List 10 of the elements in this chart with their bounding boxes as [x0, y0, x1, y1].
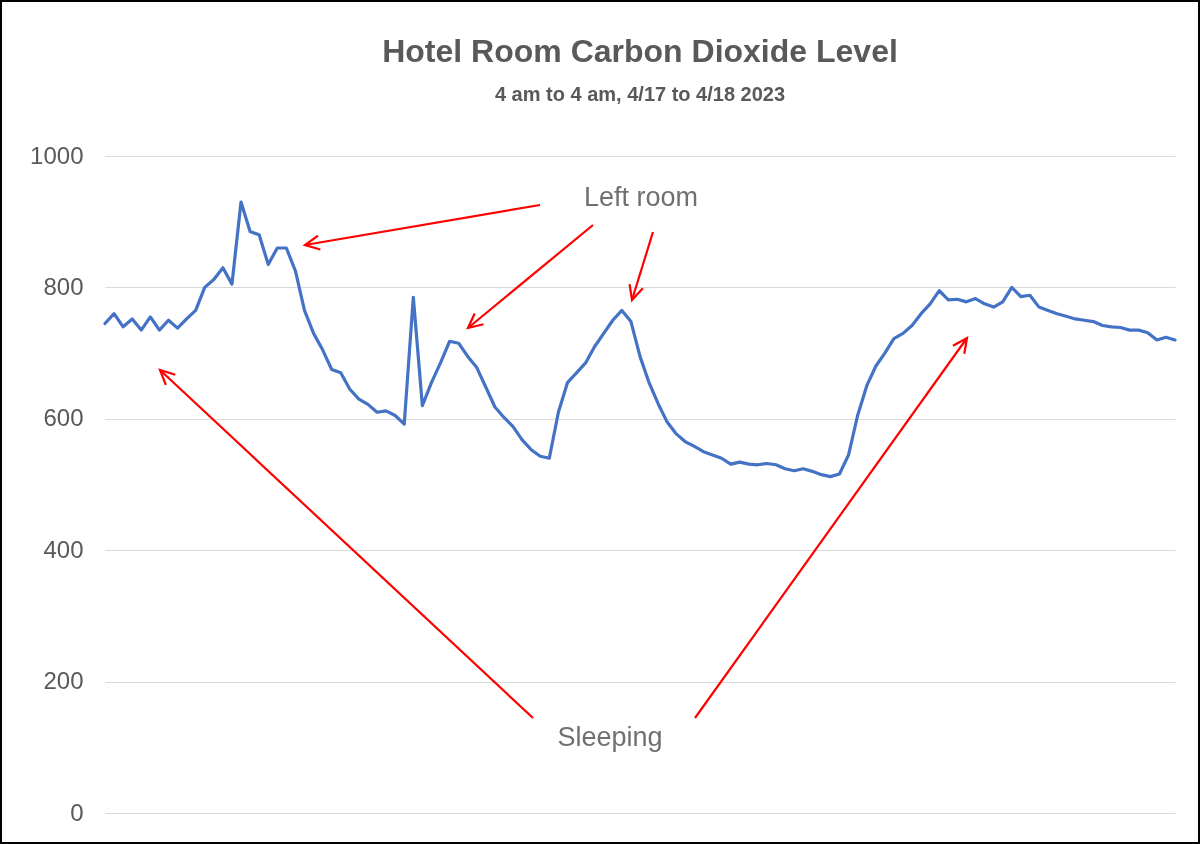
chart-subtitle: 4 am to 4 am, 4/17 to 4/18 2023 [494, 83, 786, 105]
y-tick-label: 800 [43, 272, 84, 300]
y-tick-label: 600 [43, 404, 84, 432]
annotation: Left room [583, 182, 699, 212]
y-tick-label: 1000 [30, 141, 84, 169]
y-tick-label: 200 [43, 667, 84, 695]
annotation: Sleeping [557, 722, 663, 752]
y-tick-label: 0 [70, 798, 84, 826]
chart-title: Hotel Room Carbon Dioxide Level [382, 33, 898, 69]
y-tick-label: 400 [43, 535, 84, 563]
